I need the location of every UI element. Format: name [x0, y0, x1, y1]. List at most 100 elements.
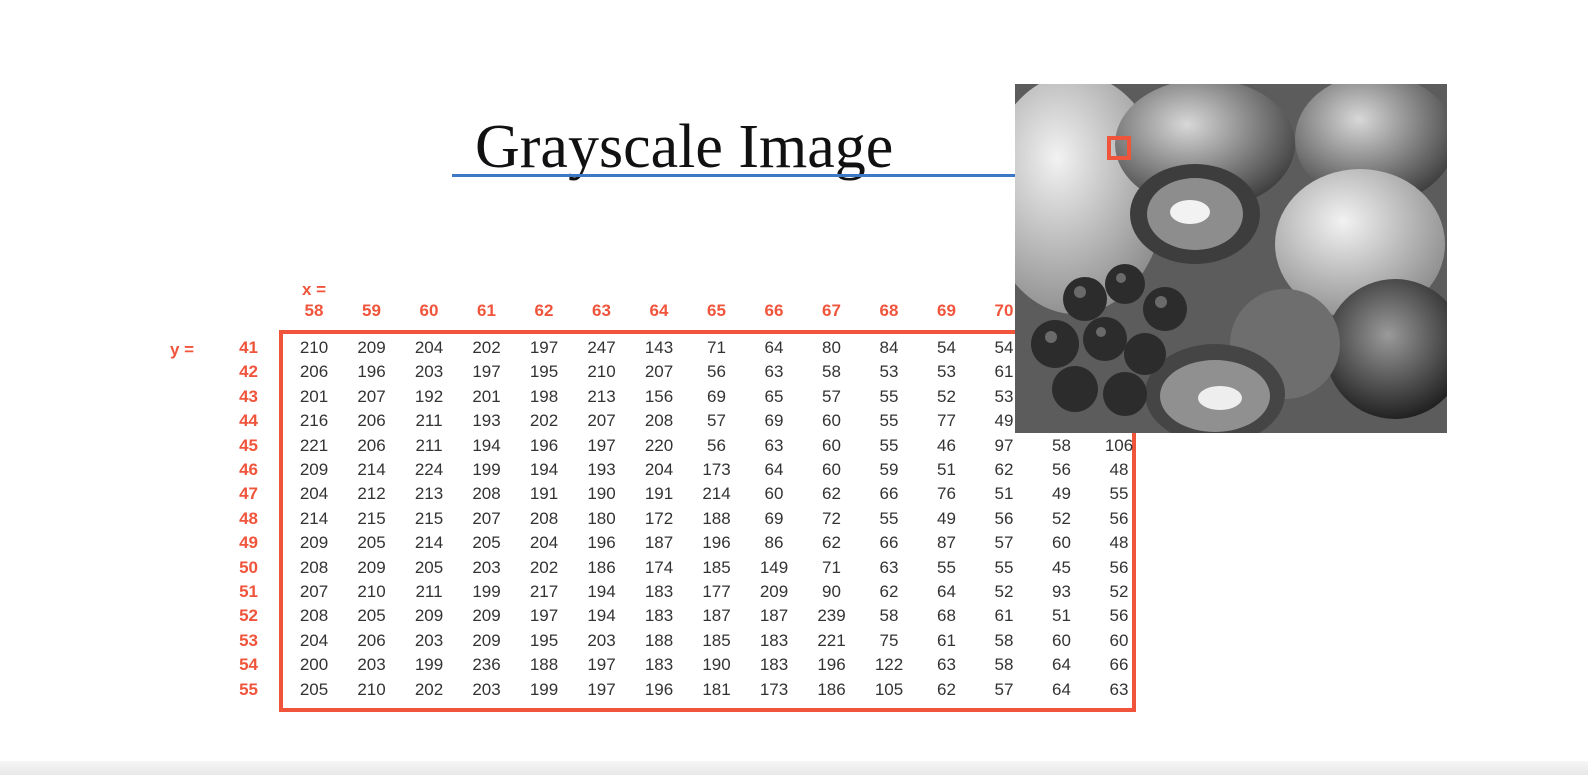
pixel-value: 196 — [529, 435, 559, 455]
y-axis-label: y = — [170, 340, 195, 359]
pixel-value: 194 — [587, 582, 616, 601]
pixel-value: 63 — [879, 557, 899, 577]
pixel-value: 207 — [299, 582, 329, 601]
pixel-value: 194 — [587, 606, 616, 626]
pixel-value: 174 — [644, 557, 674, 577]
fruit-photo — [1015, 84, 1447, 433]
pixel-value: 62 — [879, 582, 899, 601]
pixel-value: 60 — [822, 411, 841, 431]
pixel-value: 71 — [822, 557, 841, 577]
pixel-value: 63 — [764, 435, 784, 455]
y-header: 49 — [239, 533, 258, 553]
pixel-value: 203 — [414, 630, 444, 650]
pixel-value: 156 — [644, 386, 674, 406]
pixel-value: 55 — [879, 411, 899, 431]
x-header: 60 — [419, 301, 439, 320]
pixel-value: 196 — [587, 533, 616, 553]
x-header: 70 — [994, 301, 1014, 320]
pixel-value-table — [279, 330, 1136, 712]
pixel-value: 215 — [357, 508, 386, 528]
selected-region-marker — [1107, 136, 1131, 160]
y-header: 54 — [239, 655, 258, 675]
pixel-value: 173 — [702, 460, 731, 479]
x-header: 62 — [534, 301, 554, 320]
pixel-value: 54 — [937, 338, 956, 357]
pixel-value: 64 — [1052, 679, 1071, 699]
pixel-value: 214 — [299, 508, 329, 528]
pixel-value: 197 — [587, 655, 616, 675]
pixel-value: 206 — [357, 630, 386, 650]
pixel-value: 199 — [472, 582, 501, 601]
pixel-value: 56 — [1109, 508, 1129, 528]
pixel-value: 105 — [874, 679, 904, 699]
y-header: 44 — [239, 411, 258, 431]
pixel-value: 51 — [937, 460, 956, 479]
pixel-value: 180 — [587, 508, 616, 528]
pixel-value: 196 — [702, 533, 731, 553]
pixel-value: 207 — [472, 508, 501, 528]
pixel-value: 221 — [817, 630, 846, 650]
pixel-value: 66 — [879, 533, 899, 553]
pixel-value: 210 — [357, 679, 386, 699]
y-header: 47 — [239, 484, 258, 504]
title-underline — [452, 174, 1052, 177]
pixel-value: 209 — [759, 582, 789, 601]
pixel-value: 202 — [472, 338, 501, 357]
pixel-value: 62 — [822, 484, 841, 504]
bottom-bar — [0, 761, 1588, 775]
pixel-value: 188 — [644, 630, 674, 650]
pixel-value: 53 — [994, 386, 1014, 406]
pixel-value: 52 — [994, 582, 1014, 601]
y-header: 45 — [239, 435, 258, 455]
x-header: 68 — [879, 301, 899, 320]
pixel-value: 193 — [587, 460, 616, 479]
pixel-value: 202 — [414, 679, 444, 699]
pixel-value: 48 — [1109, 533, 1129, 553]
pixel-value: 57 — [822, 386, 841, 406]
pixel-value: 197 — [472, 362, 501, 382]
pixel-value: 199 — [529, 679, 559, 699]
pixel-value: 221 — [299, 435, 329, 455]
pixel-value: 205 — [357, 606, 386, 626]
pixel-value: 210 — [299, 338, 329, 357]
pixel-value: 56 — [1109, 557, 1129, 577]
pixel-value: 72 — [822, 508, 841, 528]
pixel-value: 69 — [764, 411, 784, 431]
pixel-value: 205 — [414, 557, 444, 577]
pixel-value: 61 — [994, 362, 1014, 382]
pixel-value: 215 — [414, 508, 444, 528]
pixel-value: 193 — [472, 411, 501, 431]
pixel-value: 208 — [472, 484, 501, 504]
pixel-value: 200 — [299, 655, 329, 675]
pixel-value: 207 — [644, 362, 674, 382]
pixel-value: 209 — [357, 338, 386, 357]
x-header: 66 — [764, 301, 784, 320]
pixel-value: 68 — [937, 606, 956, 626]
x-header: 65 — [707, 301, 726, 320]
pixel-value: 203 — [414, 362, 444, 382]
pixel-value: 52 — [937, 386, 956, 406]
pixel-value: 64 — [764, 338, 784, 357]
pixel-value: 183 — [644, 655, 674, 675]
pixel-value: 216 — [299, 411, 329, 431]
pixel-value: 65 — [764, 386, 784, 406]
pixel-value: 71 — [707, 338, 726, 357]
pixel-value: 205 — [472, 533, 501, 553]
pixel-value: 209 — [472, 630, 501, 650]
pixel-value: 197 — [529, 338, 559, 357]
pixel-value: 49 — [994, 411, 1014, 431]
pixel-value: 84 — [879, 338, 899, 357]
pixel-value: 97 — [994, 435, 1014, 455]
x-header: 63 — [592, 301, 611, 320]
pixel-value: 208 — [644, 411, 674, 431]
y-header: 41 — [239, 338, 258, 357]
pixel-value: 185 — [702, 557, 731, 577]
pixel-value: 64 — [764, 460, 784, 479]
pixel-value: 211 — [415, 411, 443, 431]
pixel-value: 194 — [472, 435, 501, 455]
pixel-value: 201 — [472, 386, 501, 406]
pixel-value: 55 — [879, 508, 899, 528]
x-header: 69 — [937, 301, 956, 320]
pixel-value: 52 — [1109, 582, 1129, 601]
pixel-value: 209 — [299, 460, 329, 479]
